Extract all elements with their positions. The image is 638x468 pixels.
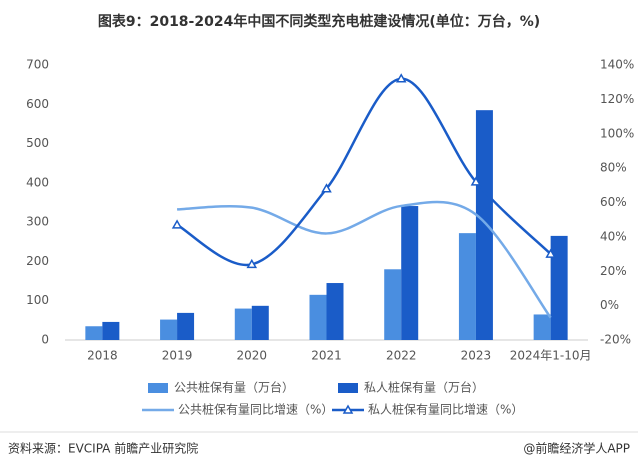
bar bbox=[85, 326, 103, 340]
marker bbox=[321, 183, 332, 193]
y2-tick-label: 40% bbox=[600, 229, 627, 243]
bar bbox=[251, 305, 269, 340]
marker bbox=[470, 176, 482, 186]
y2-tick-label: 0% bbox=[600, 298, 619, 312]
line bbox=[177, 200, 552, 319]
y-tick-label: 200 bbox=[26, 254, 49, 268]
bar bbox=[309, 294, 327, 340]
y2-tick-label: 80% bbox=[600, 161, 627, 175]
marker bbox=[545, 248, 556, 258]
bar bbox=[160, 319, 178, 340]
legend-swatch bbox=[338, 383, 358, 393]
legend-swatch bbox=[148, 383, 168, 393]
bar bbox=[458, 233, 476, 340]
y2-tick-label: 20% bbox=[600, 264, 627, 278]
bar bbox=[550, 235, 568, 340]
x-tick-label: 2022 bbox=[386, 349, 417, 363]
y2-tick-label: -20% bbox=[600, 333, 631, 347]
y2-tick-label: 100% bbox=[600, 126, 634, 140]
bar bbox=[102, 321, 120, 340]
x-tick-label: 2024年1-10月 bbox=[510, 349, 592, 363]
bar bbox=[234, 308, 252, 340]
bar bbox=[326, 283, 344, 340]
legend-label: 公共桩保有量同比增速（%） bbox=[178, 402, 333, 417]
credit: @前瞻经济学人APP bbox=[523, 441, 630, 456]
legend-label: 私人桩保有量（万台） bbox=[364, 380, 484, 395]
y2-tick-label: 120% bbox=[600, 92, 634, 106]
legend-label: 私人桩保有量同比增速（%） bbox=[368, 402, 523, 417]
legend-marker bbox=[342, 404, 354, 414]
x-tick-label: 2020 bbox=[237, 349, 268, 363]
y2-tick-label: 140% bbox=[600, 58, 634, 72]
y2-tick-label: 60% bbox=[600, 195, 627, 209]
line bbox=[176, 77, 552, 267]
bar bbox=[533, 314, 551, 340]
y-tick-label: 0 bbox=[41, 333, 49, 347]
y-tick-label: 500 bbox=[26, 136, 49, 150]
bar bbox=[475, 110, 493, 340]
chart-title: 图表9：2018-2024年中国不同类型充电桩建设情况(单位：万台，%) bbox=[98, 13, 540, 30]
y-tick-label: 700 bbox=[26, 58, 49, 72]
x-tick-label: 2021 bbox=[311, 349, 342, 363]
y-tick-label: 100 bbox=[26, 293, 49, 307]
bar bbox=[177, 312, 195, 340]
source: 资料来源：EVCIPA 前瞻产业研究院 bbox=[8, 441, 198, 456]
marker bbox=[246, 258, 258, 269]
x-tick-label: 2023 bbox=[461, 349, 492, 363]
bar bbox=[384, 269, 402, 340]
marker bbox=[171, 219, 183, 229]
x-tick-label: 2018 bbox=[87, 349, 118, 363]
x-tick-label: 2019 bbox=[162, 349, 193, 363]
bar bbox=[401, 206, 419, 340]
legend-label: 公共桩保有量（万台） bbox=[174, 380, 294, 395]
marker bbox=[395, 73, 407, 83]
y-tick-label: 300 bbox=[26, 215, 49, 229]
y-tick-label: 400 bbox=[26, 175, 49, 189]
y-tick-label: 600 bbox=[26, 97, 49, 111]
